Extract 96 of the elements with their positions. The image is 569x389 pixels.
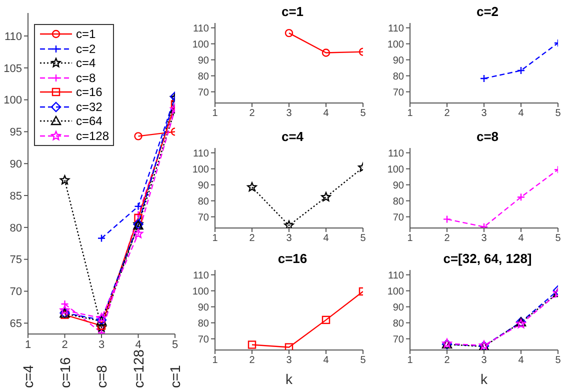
x-tick-label: 2 [444, 233, 450, 244]
x-tick-label: 3 [286, 233, 292, 244]
x-tick-label: 5 [555, 233, 562, 244]
y-tick-label: 70 [392, 334, 404, 346]
y-tick-label: 90 [198, 180, 210, 192]
legend-label: c=32 [76, 100, 102, 114]
x-axis-title: k [480, 371, 488, 387]
chart-title: c=1 [280, 3, 305, 21]
legend-label: c=1 [76, 27, 96, 42]
y-tick-label: 70 [198, 334, 210, 346]
y-tick-label: 70 [198, 212, 210, 224]
y-tick-label: 110 [388, 270, 404, 282]
text: c=128 [130, 349, 146, 388]
chart-title: c=[32, 64, 128] [442, 250, 533, 268]
y-tick-label: 100 [387, 286, 404, 298]
x-tick-label: 2 [249, 355, 256, 366]
x-tick-label: 1 [212, 233, 218, 244]
x-tick-label: 4 [518, 108, 524, 120]
x-tick-label: 2 [249, 233, 256, 244]
legend-label: c=128 [76, 128, 110, 143]
y-tick-label: 90 [392, 302, 404, 314]
x-tick-label: 1 [407, 233, 414, 244]
y-tick-label: 100 [4, 94, 22, 107]
x-tick-label: 3 [481, 108, 488, 120]
x-tick-label: 5 [555, 108, 562, 120]
text: c=8 [94, 364, 110, 388]
legend-label: c=64 [76, 114, 102, 128]
y-tick-label: 90 [392, 55, 404, 66]
y-tick-label: 105 [4, 62, 22, 75]
y-tick-label: 100 [387, 164, 404, 176]
y-tick-label: 80 [10, 222, 22, 234]
y-tick-label: 100 [192, 286, 210, 298]
y-tick-label: 110 [193, 23, 210, 34]
y-tick-label: 100 [192, 164, 210, 176]
y-tick-label: 80 [392, 71, 404, 82]
text: c=4 [20, 364, 36, 388]
x-tick-label: 3 [286, 108, 292, 120]
chart-title: c=2 [475, 3, 500, 21]
y-tick-label: 80 [198, 71, 210, 82]
x-tick-label: 5 [360, 355, 366, 366]
chart-title: c=4 [280, 128, 305, 146]
text: c=16 [56, 357, 73, 388]
y-tick-label: 80 [198, 196, 210, 208]
chart-title: c=16 [276, 250, 308, 268]
x-tick-label: 1 [407, 108, 414, 120]
y-tick-label: 90 [198, 302, 210, 314]
legend-label: c=2 [76, 42, 96, 56]
x-axis-title: k [286, 371, 294, 387]
x-tick-label: 5 [360, 233, 366, 244]
y-tick-label: 95 [10, 126, 22, 139]
chart-title: c=8 [475, 128, 500, 146]
x-tick-label: 4 [518, 233, 524, 244]
x-tick-label: 2 [444, 355, 450, 366]
x-tick-label: 2 [444, 108, 450, 120]
legend-label: c=16 [76, 85, 102, 100]
y-tick-label: 100 [192, 39, 210, 50]
x-tick-label: 1 [212, 108, 218, 120]
y-tick-label: 65 [10, 318, 22, 330]
y-tick-label: 110 [193, 270, 210, 282]
x-tick-label: 1 [212, 355, 218, 366]
y-tick-label: 80 [392, 318, 404, 330]
y-tick-label: 90 [10, 158, 22, 171]
x-tick-label: 4 [323, 233, 330, 244]
y-tick-label: 110 [388, 23, 404, 34]
y-tick-label: 70 [392, 87, 404, 98]
y-tick-label: 70 [198, 87, 210, 98]
legend-label: c=8 [76, 70, 96, 85]
y-tick-label: 110 [193, 148, 210, 160]
x-tick-label: 5 [555, 355, 562, 366]
x-tick-label: 4 [135, 338, 142, 351]
x-tick-label: 1 [24, 338, 32, 351]
y-tick-label: 100 [387, 39, 404, 50]
y-tick-label: 75 [10, 254, 22, 266]
y-tick-label: 90 [392, 180, 404, 192]
y-tick-label: 85 [10, 190, 22, 202]
x-tick-label: 2 [249, 108, 256, 120]
y-tick-label: 70 [10, 286, 22, 298]
x-tick-label: 5 [360, 108, 366, 120]
x-tick-label: 2 [62, 338, 68, 351]
y-tick-label: 80 [198, 318, 210, 330]
y-tick-label: 110 [388, 148, 404, 160]
x-tick-label: 4 [518, 355, 524, 366]
x-tick-label: 5 [172, 338, 178, 351]
x-tick-label: 4 [323, 108, 330, 120]
x-tick-label: 3 [286, 355, 292, 366]
y-tick-label: 70 [392, 212, 404, 224]
y-tick-label: 90 [198, 55, 210, 66]
text: c=1 [167, 364, 183, 388]
y-tick-label: 80 [392, 196, 404, 208]
x-tick-label: 3 [98, 338, 105, 351]
x-tick-label: 3 [481, 233, 488, 244]
x-tick-label: 4 [323, 355, 330, 366]
y-tick-label: 110 [4, 30, 22, 43]
x-tick-label: 1 [407, 355, 414, 366]
legend-label: c=4 [76, 56, 96, 70]
x-tick-label: 3 [481, 355, 488, 366]
